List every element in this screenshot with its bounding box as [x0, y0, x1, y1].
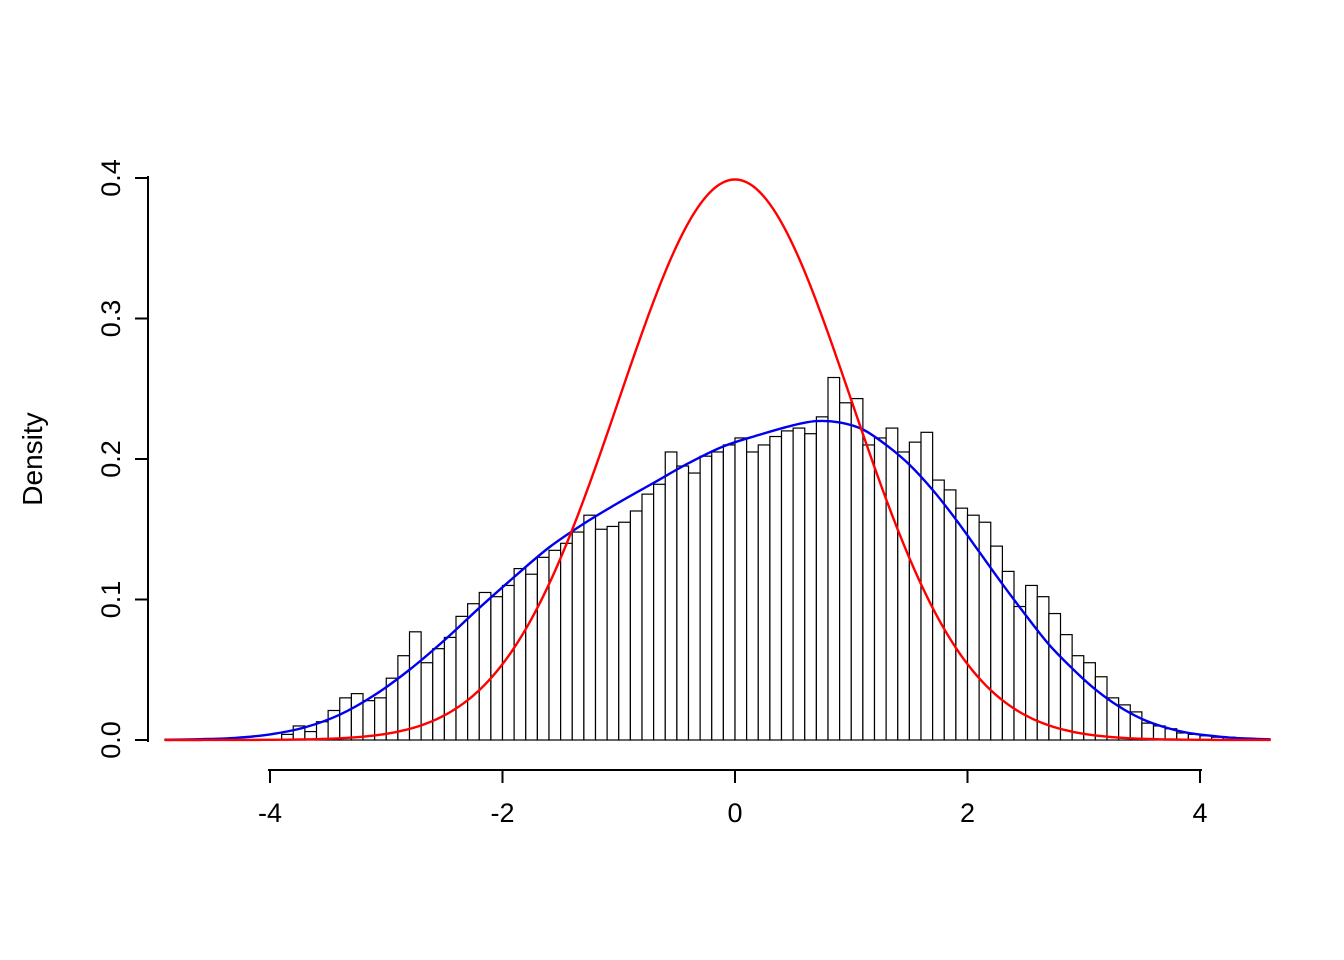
histogram-bar	[513, 567, 527, 741]
histogram-bar	[350, 693, 364, 741]
y-tick-label: 0.3	[96, 300, 126, 338]
y-tick-label: 0.4	[96, 159, 126, 197]
histogram-bar	[653, 483, 666, 741]
kernel-density-estimate-curve	[164, 419, 1271, 741]
histogram-bar	[571, 531, 585, 741]
histogram-bar	[943, 489, 957, 741]
histogram-bar	[408, 631, 422, 741]
y-tick-label: 0.1	[96, 581, 126, 619]
curves	[164, 178, 1271, 742]
x-tick-label: 2	[960, 798, 975, 828]
histogram-bar	[792, 427, 806, 741]
histogram-bar	[1048, 612, 1062, 741]
histogram	[281, 376, 1236, 741]
histogram-bar	[560, 542, 573, 741]
x-tick-label: -2	[490, 798, 514, 828]
histogram-bar	[1071, 655, 1085, 741]
histogram-bar	[897, 451, 910, 741]
histogram-bar	[746, 451, 759, 741]
histogram-bar	[1141, 722, 1155, 741]
histogram-bar	[583, 514, 597, 741]
histogram-bar	[525, 573, 538, 741]
histogram-bar	[815, 416, 829, 741]
y-tick-label: 0.2	[96, 440, 126, 478]
histogram-bar	[490, 596, 504, 741]
standard-normal-reference-curve	[164, 178, 1271, 742]
histogram-bar	[769, 435, 783, 741]
histogram-bar	[687, 472, 701, 741]
y-axis-title: Density	[17, 412, 48, 505]
x-tick-label: -4	[258, 798, 282, 828]
histogram-bar	[955, 507, 969, 741]
histogram-bar	[385, 677, 399, 741]
histogram-bar	[606, 525, 620, 741]
y-axis: 0.0 0.1 0.2 0.3 0.4	[96, 159, 149, 759]
histogram-bar	[757, 444, 771, 741]
histogram-bar	[908, 441, 922, 741]
histogram-bar	[1059, 634, 1073, 741]
histogram-bar	[536, 556, 550, 741]
histogram-bar	[780, 430, 794, 741]
histogram-bar	[1094, 676, 1108, 741]
x-axis: -4 -2 0 2 4	[258, 769, 1208, 828]
histogram-bar	[734, 437, 748, 741]
histogram-bar	[478, 591, 492, 741]
histogram-bar	[618, 521, 631, 741]
x-tick-label: 4	[1192, 798, 1207, 828]
histogram-bar	[827, 376, 841, 741]
axis-labels: Density	[17, 412, 48, 505]
histogram-bar	[862, 444, 876, 741]
histogram-bar	[594, 528, 608, 741]
y-tick-label: 0.0	[96, 721, 126, 759]
histogram-bar	[676, 465, 690, 741]
histogram-bar	[339, 697, 352, 741]
histogram-bar	[804, 433, 817, 741]
histogram-bar	[1013, 605, 1027, 741]
x-tick-label: 0	[727, 798, 742, 828]
histogram-bar	[699, 455, 713, 741]
histogram-bar	[711, 451, 724, 741]
histogram-bar	[432, 648, 445, 741]
histogram-bar	[1083, 662, 1096, 741]
histogram-bar	[1036, 596, 1050, 741]
histogram-bar	[722, 444, 736, 741]
histogram-bar	[839, 402, 852, 741]
histogram-bar	[850, 397, 864, 741]
histogram-bar	[885, 427, 899, 741]
histogram-bar	[420, 662, 434, 741]
histogram-bar	[397, 655, 411, 741]
histogram-bar	[629, 510, 643, 741]
histogram-bar	[362, 700, 376, 741]
histogram-bar	[664, 451, 678, 741]
histogram-bar	[443, 636, 457, 741]
histogram-bar	[641, 493, 655, 741]
histogram-bar	[467, 603, 480, 741]
histogram-bar	[455, 615, 469, 741]
